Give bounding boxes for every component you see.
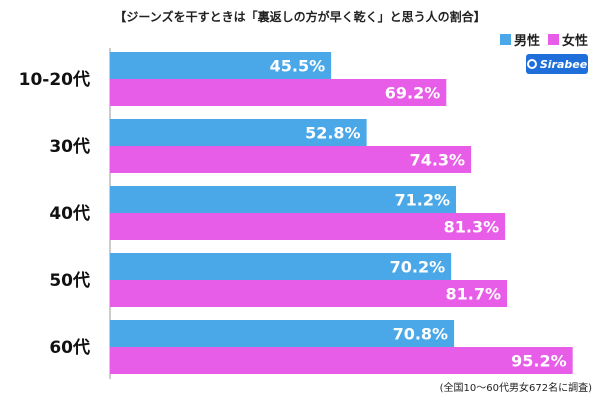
value-label-male: 70.2% bbox=[390, 258, 446, 277]
bar-female bbox=[110, 280, 508, 307]
bar-female bbox=[110, 146, 472, 173]
value-label-female: 69.2% bbox=[385, 84, 441, 103]
legend-swatch-female bbox=[547, 34, 559, 45]
bar-female bbox=[110, 79, 447, 106]
legend-item-female: 女性 bbox=[547, 30, 588, 49]
category-label: 10-20代 bbox=[19, 69, 90, 90]
value-label-female: 95.2% bbox=[511, 352, 567, 371]
bar-male bbox=[110, 320, 455, 347]
sirabee-logo-icon bbox=[526, 59, 537, 69]
bar-male bbox=[110, 186, 457, 213]
sirabee-logo: Sirabee bbox=[526, 54, 588, 74]
category-label: 60代 bbox=[49, 337, 90, 358]
category-label: 50代 bbox=[49, 270, 90, 291]
value-label-female: 81.7% bbox=[446, 285, 502, 304]
bar-male bbox=[110, 119, 367, 146]
chart-title: 【ジーンズを干すときは「裏返しの方が早く乾く」と思う人の割合】 bbox=[114, 10, 486, 24]
category-label: 30代 bbox=[49, 136, 90, 157]
bar-male bbox=[110, 253, 452, 280]
value-label-male: 71.2% bbox=[395, 191, 451, 210]
value-label-male: 70.8% bbox=[393, 325, 449, 344]
value-label-female: 74.3% bbox=[410, 151, 466, 170]
bar-female bbox=[110, 347, 573, 374]
chart-legend: 男性 女性 bbox=[499, 30, 588, 49]
sirabee-logo-text: Sirabee bbox=[539, 57, 588, 71]
value-label-female: 81.3% bbox=[444, 218, 500, 237]
bar-female bbox=[110, 213, 506, 240]
survey-footnote: (全国10～60代男女672名に調査) bbox=[439, 383, 592, 394]
legend-label-male: 男性 bbox=[513, 34, 540, 49]
value-label-male: 45.5% bbox=[270, 57, 326, 76]
legend-label-female: 女性 bbox=[561, 34, 588, 49]
legend-item-male: 男性 bbox=[499, 30, 540, 49]
legend-swatch-male bbox=[499, 34, 511, 45]
bar-male bbox=[110, 52, 332, 79]
value-label-male: 52.8% bbox=[305, 124, 361, 143]
category-label: 40代 bbox=[49, 203, 90, 224]
